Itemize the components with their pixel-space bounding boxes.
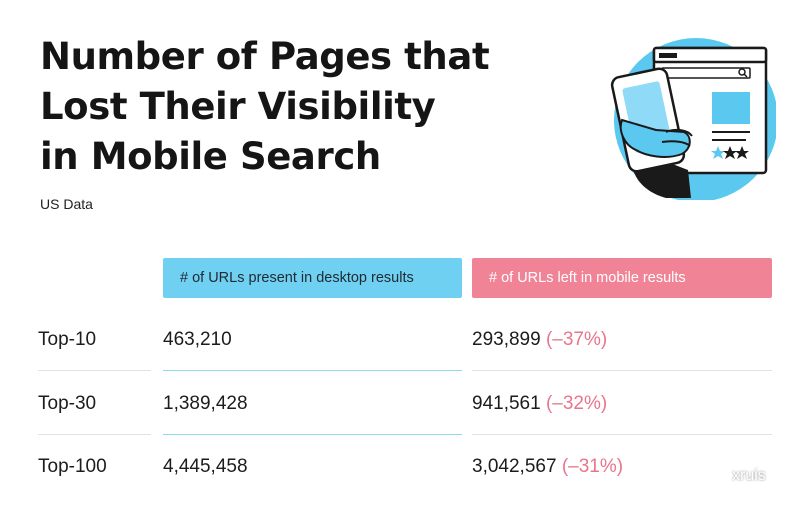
- browser-window-icon: [652, 46, 768, 175]
- mobile-value: 941,561: [472, 393, 541, 414]
- header-desktop-urls: # of URLs present in desktop results: [163, 258, 462, 298]
- desktop-value: 1,389,428: [163, 393, 248, 414]
- percent-change: (–31%): [561, 456, 624, 477]
- row-divider: [163, 370, 462, 371]
- table-row: Top-30 1,389,428 941,561 (–32%): [38, 372, 774, 435]
- title-line: in Mobile Search: [40, 135, 381, 178]
- mobile-value: 3,042,567: [472, 456, 557, 477]
- row-divider: [472, 434, 772, 435]
- row-divider: [472, 370, 772, 371]
- hand-holding-phone-illustration: [596, 20, 778, 202]
- table-row: Top-10 463,210 293,899 (–37%): [38, 308, 774, 371]
- title-line: Lost Their Visibility: [40, 85, 436, 128]
- mobile-cell: 293,899 (–37%): [472, 308, 607, 371]
- percent-change: (–37%): [545, 329, 608, 350]
- table-header: # of URLs present in desktop results # o…: [38, 258, 774, 298]
- mobile-cell: 3,042,567 (–31%): [472, 435, 623, 498]
- chart-title: Number of Pages that Lost Their Visibili…: [40, 32, 510, 182]
- header-mobile-urls: # of URLs left in mobile results: [472, 258, 772, 298]
- search-icon: [738, 68, 748, 78]
- row-label: Top-10: [38, 329, 97, 350]
- watermark: xruis: [700, 462, 766, 490]
- star-icon: [711, 146, 749, 159]
- desktop-value: 463,210: [163, 329, 232, 350]
- mobile-cell: 941,561 (–32%): [472, 372, 607, 435]
- hand-holding-phone-icon: [610, 67, 693, 198]
- title-line: Number of Pages that: [40, 35, 490, 78]
- chart-subtitle: US Data: [40, 196, 93, 212]
- percent-change: (–32%): [545, 393, 608, 414]
- row-divider: [38, 434, 151, 435]
- desktop-value: 4,445,458: [163, 456, 248, 477]
- row-divider: [163, 434, 462, 435]
- mobile-value: 293,899: [472, 329, 541, 350]
- row-label: Top-30: [38, 393, 97, 414]
- wechat-icon: [700, 465, 726, 485]
- row-label: Top-100: [38, 456, 107, 477]
- row-divider: [38, 370, 151, 371]
- watermark-text: xruis: [732, 467, 766, 484]
- table-row: Top-100 4,445,458 3,042,567 (–31%): [38, 435, 774, 498]
